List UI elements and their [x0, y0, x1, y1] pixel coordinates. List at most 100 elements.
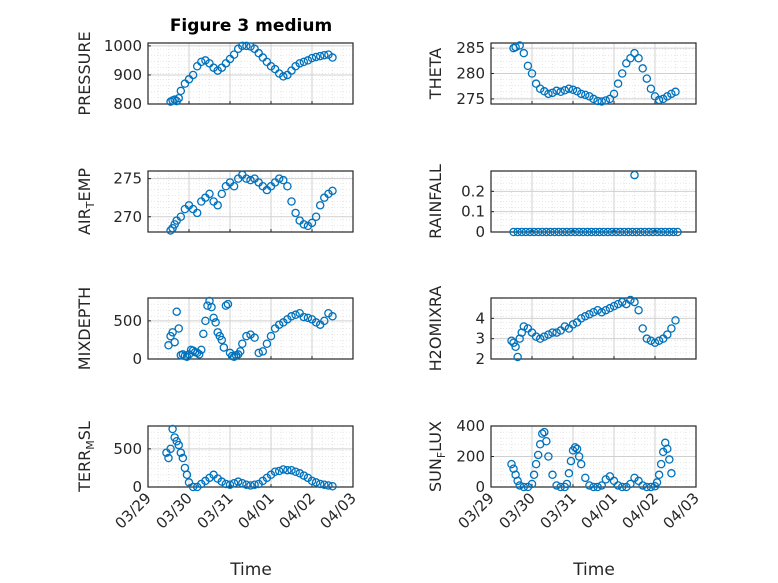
data-point	[238, 478, 247, 488]
data-point	[581, 90, 590, 100]
y-tick-label: 500	[113, 312, 142, 330]
data-point	[560, 86, 570, 95]
data-point	[507, 459, 516, 469]
data-point	[665, 227, 674, 237]
x-tick-label: 04/03	[317, 489, 360, 532]
data-point	[197, 345, 206, 355]
data-point	[529, 470, 539, 480]
data-point	[295, 469, 304, 478]
data-point	[632, 227, 641, 237]
data-point	[303, 56, 313, 65]
subplot-rainfall: 0 0.1 0.2 RAINFALL	[426, 164, 697, 241]
data-point	[564, 84, 574, 94]
data-point	[176, 212, 186, 221]
x-tick-label: 03/31	[537, 489, 580, 532]
data-point	[671, 87, 680, 97]
data-point	[533, 450, 543, 460]
data-point	[274, 466, 284, 476]
data-point	[197, 57, 206, 67]
figure-title: Figure 3 medium	[170, 16, 332, 36]
data-point	[663, 444, 672, 454]
y-tick-label: 0	[475, 478, 485, 496]
data-point	[574, 227, 584, 237]
data-point	[646, 336, 656, 345]
data-point	[515, 481, 524, 490]
data-point	[544, 330, 553, 339]
data-point	[328, 481, 337, 491]
data-point	[299, 312, 309, 322]
data-point	[217, 335, 227, 345]
data-point	[544, 89, 553, 99]
data-point	[628, 227, 637, 237]
data-point	[620, 227, 629, 237]
data-point	[652, 478, 662, 487]
data-point	[213, 201, 222, 210]
data-point	[258, 347, 268, 356]
data-point	[287, 465, 296, 475]
data-point	[611, 227, 621, 237]
data-point	[597, 307, 606, 317]
data-point	[568, 320, 578, 329]
x-tick-label: 03/30	[153, 489, 196, 532]
axes-box	[490, 297, 697, 360]
y-tick-label: 280	[456, 65, 485, 83]
data-point	[299, 57, 309, 67]
data-point	[299, 220, 309, 229]
data-point	[233, 477, 243, 486]
data-point	[315, 51, 325, 61]
data-point	[591, 227, 600, 237]
data-point	[630, 297, 639, 307]
x-tick-label: 04/03	[660, 489, 703, 532]
subplot-sun-flux: 03/2903/3003/3104/0104/0204/030200400SUN…	[426, 417, 703, 532]
data-point	[595, 227, 604, 237]
data-point	[562, 479, 572, 489]
data-point	[576, 314, 586, 323]
data-point	[609, 89, 619, 99]
data-point	[585, 310, 594, 319]
data-point	[581, 473, 590, 483]
data-point	[638, 324, 647, 333]
data-point	[307, 218, 317, 228]
data-point	[630, 48, 639, 58]
data-point	[552, 328, 561, 337]
data-point	[513, 352, 522, 362]
data-point	[274, 174, 284, 183]
data-point	[242, 174, 251, 183]
data-point	[225, 480, 235, 489]
data-point	[624, 227, 633, 237]
data-point	[203, 301, 212, 310]
data-point	[589, 482, 598, 492]
data-point	[279, 465, 288, 474]
data-point	[242, 480, 251, 489]
data-point	[511, 342, 520, 352]
y-axis-label: RAINFALL	[426, 164, 445, 239]
data-point	[223, 299, 233, 309]
data-point	[270, 467, 280, 476]
data-point	[194, 350, 204, 359]
data-point	[566, 456, 576, 466]
data-point	[558, 227, 568, 237]
y-axis-label: TERRMSL	[75, 421, 97, 493]
data-point	[669, 227, 678, 237]
series-markers	[507, 427, 676, 492]
data-point	[626, 54, 635, 63]
data-point	[529, 227, 539, 237]
data-point	[613, 481, 623, 490]
axes-box	[490, 170, 697, 233]
data-point	[238, 339, 247, 348]
data-point	[307, 476, 317, 486]
y-tick-label: 285	[456, 39, 485, 57]
data-point	[673, 227, 682, 237]
y-tick-label: 0.1	[461, 203, 485, 221]
y-tick-label: 3	[475, 330, 485, 348]
data-point	[535, 334, 545, 343]
data-point	[533, 227, 543, 237]
data-point	[287, 312, 296, 321]
data-point	[311, 318, 321, 327]
subplot-mixdepth: 0 500 MIXDEPTH	[75, 287, 354, 370]
data-point	[554, 227, 563, 237]
x-tick-label: 04/02	[619, 489, 662, 532]
data-point	[634, 305, 643, 315]
data-point	[542, 436, 551, 446]
x-tick-label: 04/02	[276, 489, 319, 532]
